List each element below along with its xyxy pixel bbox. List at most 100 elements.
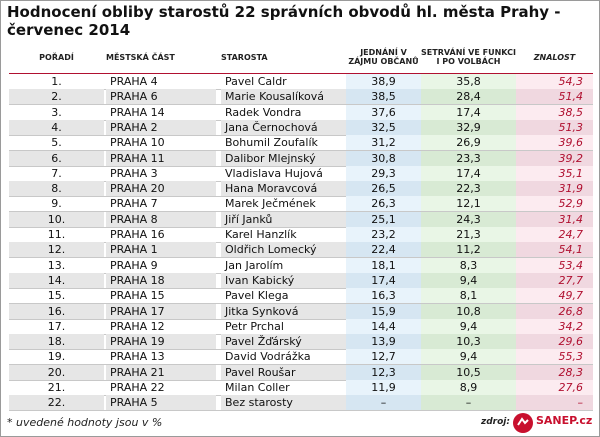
table-row: 19. PRAHA 13 David Vodrážka 12,7 9,4 55,3: [9, 349, 593, 366]
table-row: 12. PRAHA 1 Oldřich Lomecký 22,4 11,2 54,1: [9, 242, 593, 259]
cell-mayor: David Vodrážka: [225, 350, 311, 364]
cell-district: PRAHA 6: [106, 89, 216, 105]
cell-awareness: 26,8: [516, 303, 593, 319]
cell-awareness: 28,3: [516, 364, 593, 380]
cell-rank: 5.: [51, 136, 62, 150]
table-row: 9. PRAHA 7 Marek Ječmének 26,3 12,1 52,9: [9, 196, 593, 213]
cell-district: PRAHA 20: [106, 181, 216, 197]
table-row: 7. PRAHA 3 Vladislava Hujová 29,3 17,4 35,1: [9, 165, 593, 182]
cell-mayor: Radek Vondra: [225, 105, 302, 119]
cell-mayor: Pavel Žďárský: [221, 334, 346, 350]
cell-staying: 9,4: [421, 318, 516, 334]
cell-rank: 2.: [9, 89, 104, 105]
cell-staying: –: [421, 395, 516, 411]
cell-mayor: Pavel Klega: [225, 289, 289, 303]
cell-awareness: 51,4: [516, 89, 593, 105]
cell-staying: 21,3: [421, 227, 516, 242]
cell-rank: 11.: [47, 228, 66, 241]
cell-district: PRAHA 14: [110, 105, 165, 119]
column-header: ZNALOST: [533, 52, 576, 62]
table-row: 14. PRAHA 18 Ivan Kabický 17,4 9,4 27,7: [9, 272, 593, 289]
column-header: POŘADÍ: [39, 52, 74, 62]
cell-district: PRAHA 21: [106, 364, 216, 380]
cell-rank: 3.: [51, 105, 62, 119]
cell-staying: 23,3: [421, 150, 516, 166]
table-row: 11. PRAHA 16 Karel Hanzlík 23,2 21,3 24,7: [9, 227, 593, 243]
cell-district: PRAHA 1: [106, 242, 216, 258]
cell-awareness: 53,4: [516, 257, 593, 273]
cell-rank: 18.: [9, 334, 104, 350]
cell-district: PRAHA 18: [106, 272, 216, 288]
cell-mayor: Petr Prchal: [225, 319, 284, 333]
cell-rank: 15.: [47, 289, 66, 303]
table-row: 1. PRAHA 4 Pavel Caldr 38,9 35,8 54,3: [9, 74, 593, 90]
cell-district: PRAHA 5: [106, 395, 216, 411]
table-row: 18. PRAHA 19 Pavel Žďárský 13,9 10,3 29,6: [9, 334, 593, 351]
table-row: 15. PRAHA 15 Pavel Klega 16,3 8,1 49,7: [9, 288, 593, 305]
cell-dealing: 16,3: [346, 288, 421, 304]
cell-awareness: 39,6: [516, 135, 593, 151]
cell-dealing: 38,9: [346, 74, 421, 89]
cell-staying: 11,2: [421, 242, 516, 258]
cell-rank: 17.: [47, 319, 66, 333]
cell-awareness: 55,3: [516, 349, 593, 365]
table-row: 16. PRAHA 17 Jitka Synková 15,9 10,8 26,8: [9, 303, 593, 320]
cell-district: PRAHA 13: [110, 350, 165, 364]
column-header: JEDNÁNÍ V ZÁJMU OBČANŮ: [348, 48, 419, 66]
cell-rank: 21.: [47, 381, 66, 394]
table-row: 5. PRAHA 10 Bohumil Zoufalík 31,2 26,9 39,6: [9, 135, 593, 152]
cell-awareness: 51,3: [516, 119, 593, 135]
cell-awareness: –: [516, 395, 593, 411]
cell-staying: 8,3: [421, 257, 516, 273]
cell-awareness: 52,9: [516, 196, 593, 212]
column-header: SETRVÁNÍ VE FUNKCI I PO VOLBÁCH: [421, 48, 516, 66]
cell-dealing: 18,1: [346, 257, 421, 273]
cell-district: PRAHA 4: [110, 75, 158, 88]
cell-mayor: Marek Ječmének: [225, 197, 316, 211]
cell-district: PRAHA 3: [110, 166, 158, 180]
cell-district: PRAHA 22: [110, 381, 165, 394]
cell-staying: 28,4: [421, 89, 516, 105]
cell-rank: 6.: [9, 150, 104, 166]
table-row: 20. PRAHA 21 Pavel Roušar 12,3 10,5 28,3: [9, 364, 593, 381]
cell-dealing: 31,2: [346, 135, 421, 151]
cell-awareness: 54,1: [516, 242, 593, 258]
title: Hodnocení obliby starostů 22 správních o…: [7, 3, 561, 39]
cell-mayor: Jan Jarolím: [225, 258, 284, 272]
cell-awareness: 49,7: [516, 288, 593, 304]
cell-district: PRAHA 16: [110, 228, 165, 241]
cell-staying: 9,4: [421, 272, 516, 288]
cell-staying: 9,4: [421, 349, 516, 365]
cell-district: PRAHA 19: [106, 334, 216, 350]
cell-rank: 1.: [51, 75, 62, 88]
cell-mayor: Jana Černochová: [221, 119, 346, 135]
cell-rank: 19.: [47, 350, 66, 364]
cell-mayor: Dalibor Mlejnský: [221, 150, 346, 166]
cell-mayor: Pavel Caldr: [225, 75, 287, 88]
cell-dealing: 26,3: [346, 196, 421, 212]
cell-district: PRAHA 11: [106, 150, 216, 166]
table-row: 4. PRAHA 2 Jana Černochová 32,5 32,9 51,3: [9, 119, 593, 136]
cell-dealing: –: [346, 395, 421, 411]
cell-mayor: Ivan Kabický: [221, 272, 346, 288]
cell-dealing: 23,2: [346, 227, 421, 242]
cell-rank: 7.: [51, 166, 62, 180]
cell-awareness: 29,6: [516, 334, 593, 350]
cell-staying: 8,9: [421, 380, 516, 395]
cell-awareness: 39,2: [516, 150, 593, 166]
cell-dealing: 12,7: [346, 349, 421, 365]
cell-awareness: 27,6: [516, 380, 593, 395]
cell-dealing: 17,4: [346, 272, 421, 288]
cell-dealing: 15,9: [346, 303, 421, 319]
cell-mayor: Jiří Janků: [221, 211, 346, 227]
cell-rank: 14.: [9, 272, 104, 288]
cell-dealing: 37,6: [346, 104, 421, 120]
cell-district: PRAHA 10: [110, 136, 165, 150]
table-row: 8. PRAHA 20 Hana Moravcová 26,5 22,3 31,9: [9, 181, 593, 198]
cell-dealing: 14,4: [346, 318, 421, 334]
cell-mayor: Bohumil Zoufalík: [225, 136, 318, 150]
cell-dealing: 26,5: [346, 181, 421, 197]
cell-staying: 10,3: [421, 334, 516, 350]
header-rule: [9, 73, 593, 74]
